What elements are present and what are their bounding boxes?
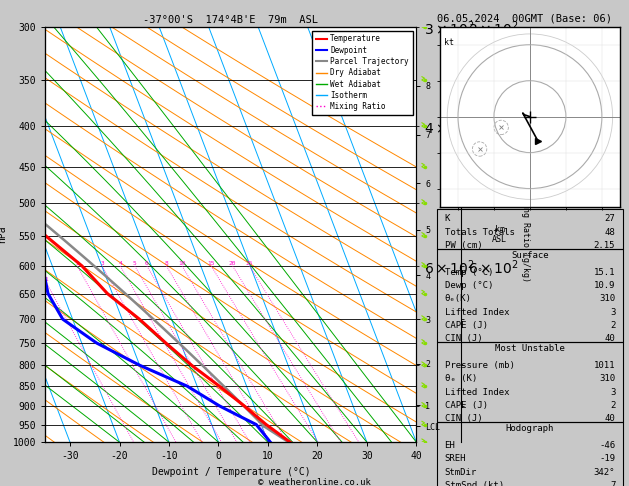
Text: 8: 8 <box>165 261 169 266</box>
Text: Lifted Index: Lifted Index <box>445 308 509 317</box>
Text: Totals Totals: Totals Totals <box>445 228 515 237</box>
Text: 2: 2 <box>75 261 79 266</box>
Text: 3: 3 <box>610 308 615 317</box>
Text: 10: 10 <box>179 261 186 266</box>
Text: θₑ (K): θₑ (K) <box>445 375 477 383</box>
Text: 310: 310 <box>599 375 615 383</box>
Bar <box>437 249 623 342</box>
Text: 20: 20 <box>229 261 237 266</box>
Text: CIN (J): CIN (J) <box>445 415 482 423</box>
Bar <box>437 342 623 422</box>
Text: Surface: Surface <box>511 251 548 260</box>
Text: Temp (°C): Temp (°C) <box>445 268 493 277</box>
Text: 48: 48 <box>604 228 615 237</box>
Text: StmSpd (kt): StmSpd (kt) <box>445 481 504 486</box>
Y-axis label: hPa: hPa <box>0 226 7 243</box>
Y-axis label: km
ASL: km ASL <box>493 225 507 244</box>
Text: © weatheronline.co.uk: © weatheronline.co.uk <box>258 478 371 486</box>
Text: 15.1: 15.1 <box>594 268 615 277</box>
Text: Lifted Index: Lifted Index <box>445 388 509 397</box>
Bar <box>437 422 623 486</box>
Text: 3: 3 <box>100 261 104 266</box>
Text: 5: 5 <box>133 261 136 266</box>
Text: EH: EH <box>445 441 455 450</box>
Text: 6: 6 <box>145 261 149 266</box>
Text: CIN (J): CIN (J) <box>445 334 482 344</box>
Text: 2.15: 2.15 <box>594 241 615 250</box>
Text: 15: 15 <box>208 261 215 266</box>
Text: θₑ(K): θₑ(K) <box>445 295 472 303</box>
Text: StmDir: StmDir <box>445 468 477 477</box>
Y-axis label: Mixing Ratio (g/kg): Mixing Ratio (g/kg) <box>521 187 530 282</box>
Text: 342°: 342° <box>594 468 615 477</box>
Text: 4: 4 <box>118 261 122 266</box>
Text: Most Unstable: Most Unstable <box>495 345 565 353</box>
Text: 2: 2 <box>610 401 615 410</box>
Title: -37°00'S  174°4B'E  79m  ASL: -37°00'S 174°4B'E 79m ASL <box>143 15 318 25</box>
Text: 2: 2 <box>610 321 615 330</box>
Text: 25: 25 <box>246 261 253 266</box>
Text: 7: 7 <box>610 481 615 486</box>
Text: 27: 27 <box>604 214 615 224</box>
Legend: Temperature, Dewpoint, Parcel Trajectory, Dry Adiabat, Wet Adiabat, Isotherm, Mi: Temperature, Dewpoint, Parcel Trajectory… <box>312 31 413 115</box>
Text: 3: 3 <box>610 388 615 397</box>
Text: Pressure (mb): Pressure (mb) <box>445 361 515 370</box>
Bar <box>437 209 623 249</box>
Text: CAPE (J): CAPE (J) <box>445 401 487 410</box>
Text: -19: -19 <box>599 454 615 464</box>
Text: Dewp (°C): Dewp (°C) <box>445 281 493 290</box>
Text: -46: -46 <box>599 441 615 450</box>
Text: K: K <box>445 214 450 224</box>
Text: 310: 310 <box>599 295 615 303</box>
Text: SREH: SREH <box>445 454 466 464</box>
Text: PW (cm): PW (cm) <box>445 241 482 250</box>
Text: kt: kt <box>443 37 454 47</box>
Text: CAPE (J): CAPE (J) <box>445 321 487 330</box>
Text: 40: 40 <box>604 334 615 344</box>
Text: Hodograph: Hodograph <box>506 424 554 434</box>
Text: 40: 40 <box>604 415 615 423</box>
Text: 1011: 1011 <box>594 361 615 370</box>
Text: 10.9: 10.9 <box>594 281 615 290</box>
X-axis label: Dewpoint / Temperature (°C): Dewpoint / Temperature (°C) <box>152 467 310 477</box>
Text: 06.05.2024  00GMT (Base: 06): 06.05.2024 00GMT (Base: 06) <box>437 13 612 23</box>
Text: 1: 1 <box>44 277 48 282</box>
